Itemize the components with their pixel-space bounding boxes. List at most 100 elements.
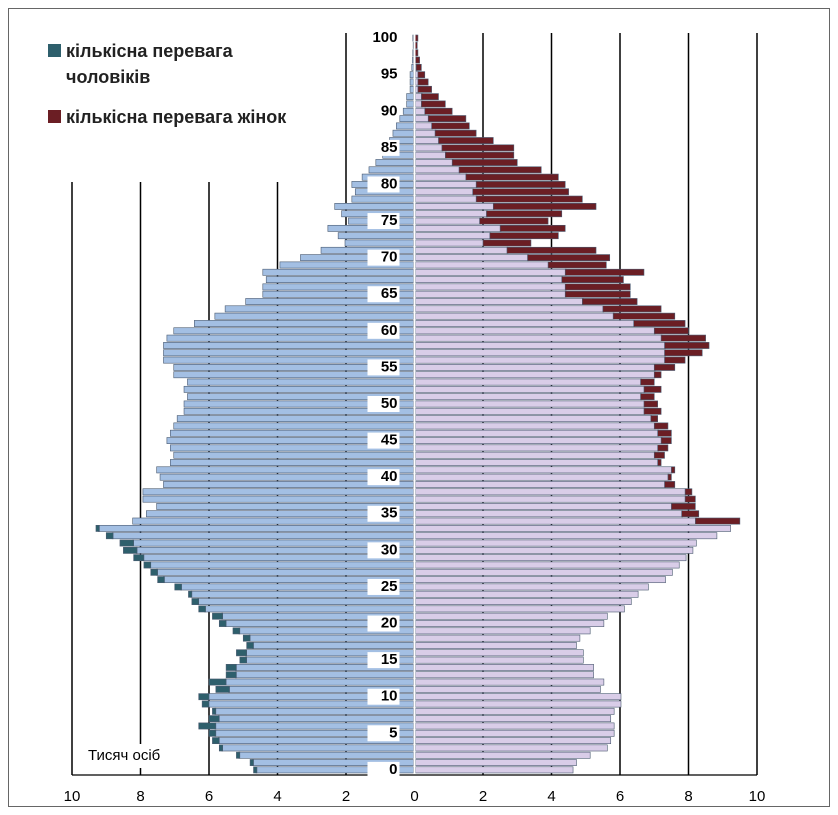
bar (406, 100, 414, 108)
label-bg (367, 688, 400, 705)
bar (643, 407, 662, 415)
bar (482, 239, 532, 247)
y-tick-label: 95 (381, 66, 398, 83)
legend-swatch (48, 110, 61, 123)
bar (150, 568, 158, 576)
bar (492, 203, 597, 210)
bar (415, 356, 666, 364)
bar (657, 429, 672, 437)
bar (417, 71, 426, 79)
bar (105, 532, 114, 540)
bar (406, 93, 414, 101)
bar (249, 759, 254, 766)
bar (409, 85, 414, 93)
y-tick-label: 10 (381, 688, 398, 705)
bar (415, 590, 639, 598)
legend-label: кількісна перевага жінок (66, 107, 287, 127)
label-bg (367, 176, 400, 193)
bar (415, 495, 687, 503)
label-bg (367, 139, 400, 156)
bar (246, 642, 254, 649)
bar (98, 524, 414, 532)
bar (225, 671, 237, 679)
y-tick-label: 90 (381, 102, 398, 119)
legend-entry: кількісна перевага чоловіків (48, 38, 298, 90)
bar (633, 320, 686, 327)
y-tick-label: 100 (372, 29, 397, 46)
x-tick-label: 8 (684, 788, 692, 805)
bar (415, 707, 615, 715)
bar (344, 239, 414, 247)
bar (415, 349, 666, 357)
bar (133, 554, 145, 562)
bar (415, 224, 502, 232)
bar (415, 576, 666, 584)
bar (664, 349, 703, 357)
bar (174, 583, 182, 591)
bar (451, 159, 518, 166)
y-tick-label: 5 (389, 724, 397, 741)
x-tick-label: 6 (205, 788, 213, 805)
bar (149, 561, 414, 569)
label-bg (367, 396, 400, 412)
bar (156, 568, 414, 576)
bar (415, 561, 680, 569)
bar (204, 605, 414, 613)
bar (415, 144, 444, 152)
y-tick-label: 70 (381, 249, 398, 266)
bar (684, 495, 696, 503)
label-bg (367, 249, 400, 266)
bar (415, 634, 581, 642)
bar (417, 85, 432, 93)
bar (506, 246, 597, 254)
legend-bg (30, 30, 302, 182)
bar (653, 371, 662, 379)
bar (402, 107, 414, 115)
y-tick-label: 50 (381, 395, 398, 412)
y-tick-label: 25 (381, 578, 398, 595)
bar (320, 246, 414, 254)
bar (238, 751, 414, 759)
bar (176, 415, 414, 423)
bar (415, 532, 718, 540)
y-tick-label: 80 (381, 175, 398, 192)
bar (214, 707, 414, 715)
bar (415, 276, 564, 284)
bar (191, 598, 200, 605)
bar (564, 290, 631, 298)
bar (157, 576, 165, 584)
bar (232, 627, 241, 635)
bar (409, 78, 414, 86)
bar (657, 459, 662, 466)
bar (415, 451, 656, 459)
bar (660, 334, 706, 342)
bar (415, 503, 673, 510)
bar (208, 729, 217, 737)
bar (415, 488, 687, 496)
bar (415, 671, 594, 679)
bar (414, 49, 419, 57)
bar (375, 159, 414, 166)
bar (188, 590, 193, 598)
bar (173, 422, 414, 430)
bar (252, 642, 414, 649)
bar (582, 298, 638, 305)
bar (415, 283, 567, 291)
bar (695, 517, 741, 525)
y-tick-label: 45 (381, 432, 398, 449)
unit-bg (84, 744, 188, 768)
bar (564, 283, 631, 291)
bar (415, 568, 673, 576)
bar (486, 210, 563, 218)
bar (415, 261, 550, 269)
x-tick-label: 0 (410, 788, 418, 805)
bar (242, 634, 251, 642)
bar (424, 107, 453, 115)
bar (415, 422, 656, 430)
label-bg (367, 615, 400, 632)
bar (198, 605, 206, 613)
bar (415, 400, 646, 408)
bar (489, 232, 559, 240)
bar (527, 254, 611, 262)
label-bg (367, 761, 400, 778)
